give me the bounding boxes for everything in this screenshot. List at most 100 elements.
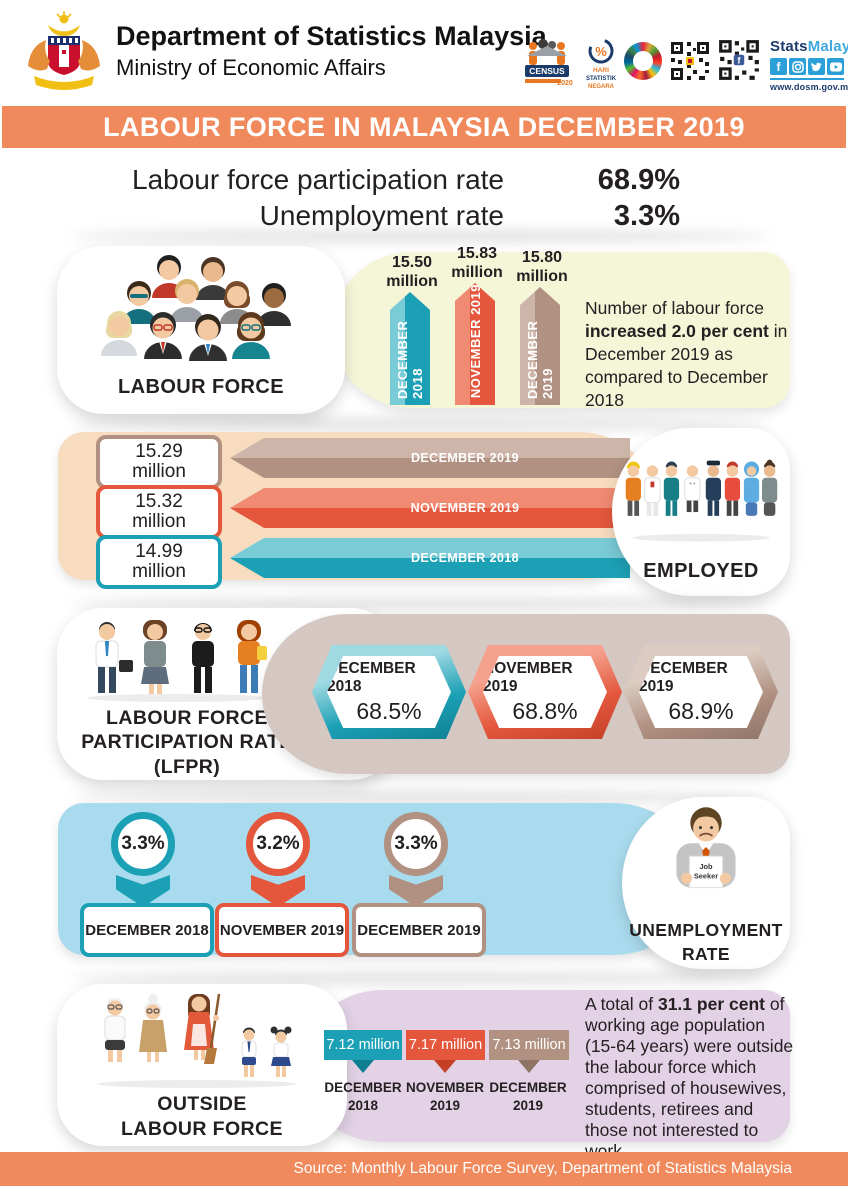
tag-period-line1: NOVEMBER <box>405 1080 484 1095</box>
labour-force-people-illustration <box>101 255 291 361</box>
employed-label: EMPLOYED <box>643 560 759 582</box>
outside-card: OUTSIDE LABOUR FORCE <box>57 984 347 1146</box>
pin-value-december-2018: 3.3% <box>111 812 175 876</box>
brand-name: StatsMalaysia <box>770 38 848 55</box>
shadow-strip <box>70 972 770 984</box>
tag-period-line2: 2019 <box>429 1097 461 1113</box>
bar-value-label: 15.83 million <box>435 245 519 283</box>
employed-value-november-2019: 15.32 million <box>96 485 222 539</box>
pin-value: 3.3% <box>121 833 165 854</box>
pin-value-november-2019: 3.2% <box>246 812 310 876</box>
pin-period: NOVEMBER 2019 <box>219 921 345 939</box>
shadow-strip <box>70 791 770 803</box>
census-label: CENSUS <box>529 66 565 76</box>
tag-value: 7.12 million <box>326 1037 400 1053</box>
title-banner: LABOUR FORCE IN MALAYSIA DECEMBER 2019 <box>2 106 846 148</box>
arrow-november-2019: NOVEMBER 2019 <box>230 488 630 528</box>
labour-force-label: LABOUR FORCE <box>118 376 284 398</box>
section-outside-labour-force: OUTSIDE LABOUR FORCE 7.12 million 7.17 m… <box>0 978 848 1161</box>
census-year: 2020 <box>557 80 573 87</box>
org-title: Department of Statistics Malaysia <box>116 21 547 51</box>
arrow-period: DECEMBER 2019 <box>410 451 519 465</box>
hexagon-december-2018: DECEMBER 2018 68.5% <box>312 645 466 739</box>
statistik-line3: NEGARA <box>588 84 615 90</box>
bar-value: 15.50 <box>391 254 433 271</box>
hexagon-content: NOVEMBER 2019 68.8% <box>483 656 607 728</box>
hexagon-period: DECEMBER 2019 <box>639 659 728 695</box>
section-unemployment: 3.3% DECEMBER 2018 3.2% NOVEMBER 2019 3.… <box>0 795 848 975</box>
org-subtitle: Ministry of Economic Affairs <box>116 54 386 80</box>
twitter-icon[interactable] <box>808 58 825 75</box>
bar-december-2019: DECEMBER 2019 <box>520 287 560 405</box>
note-highlight: increased 2.0 per cent <box>585 321 769 342</box>
unemployment-label: UNEMPLOYMENT RATE <box>622 919 790 966</box>
value: 15.29 <box>135 441 183 463</box>
lfpr-label-line1: LABOUR FORCE <box>106 707 268 729</box>
outside-label-line2: LABOUR FORCE <box>121 1118 283 1141</box>
website-link[interactable]: www.dosm.gov.my <box>770 78 848 92</box>
job-seeker-sign-line2: Seeker <box>694 871 718 880</box>
hexagon-period: DECEMBER 2018 <box>327 659 416 695</box>
tag-period-december-2019: DECEMBER 2019 <box>478 1079 578 1114</box>
unit: million <box>132 561 186 582</box>
instagram-icon[interactable] <box>789 58 806 75</box>
job-seeker-illustration: Job Seeker <box>676 807 736 889</box>
statistik-line2: STATISTIK <box>586 76 617 82</box>
employed-value-december-2018: 14.99 million <box>96 535 222 589</box>
stat-row-lfpr: Labour force participation rate 68.9% <box>90 164 680 200</box>
arrow-december-2019: DECEMBER 2019 <box>230 438 630 478</box>
tag-period-line1: DECEMBER <box>489 1080 567 1095</box>
stat-label: Unemployment rate <box>259 200 504 231</box>
section-employed: DECEMBER 2019 NOVEMBER 2019 DECEMBER 201… <box>0 425 848 600</box>
svg-text:%: % <box>595 44 607 59</box>
hexagon-november-2019: NOVEMBER 2019 68.8% <box>468 645 622 739</box>
hexagon-december-2019: DECEMBER 2019 68.9% <box>624 645 778 739</box>
tag-period-december-2018: DECEMBER 2018 <box>313 1079 413 1114</box>
outside-people-illustration <box>97 993 297 1088</box>
arrow-period: DECEMBER 2018 <box>410 551 519 565</box>
malaysia-coat-of-arms-logo <box>20 10 108 98</box>
bar-unit: million <box>516 267 568 285</box>
pin-value: 3.3% <box>394 833 438 854</box>
tag-period-line2: 2018 <box>347 1097 379 1113</box>
outside-panel <box>302 990 790 1142</box>
employed-card: EMPLOYED <box>612 428 790 596</box>
employed-value-december-2019: 15.29 million <box>96 435 222 489</box>
outside-note: A total of 31.1 per cent of working age … <box>585 994 799 1162</box>
hexagon-period: NOVEMBER 2019 <box>483 659 573 695</box>
lfpr-label: LABOUR FORCE PARTICIPATION RATE (LFPR) <box>67 706 307 779</box>
statistik-line1: HARI <box>593 67 609 74</box>
job-seeker-sign-line1: Job <box>699 862 713 871</box>
tag-value: 7.13 million <box>492 1037 566 1053</box>
lfpr-label-line3: (LFPR) <box>153 755 221 778</box>
key-stats: Labour force participation rate 68.9% Un… <box>90 164 680 236</box>
section-lfpr: LABOUR FORCE PARTICIPATION RATE (LFPR) D… <box>0 602 848 788</box>
value: 15.32 <box>135 491 183 513</box>
section-labour-force: LABOUR FORCE 15.50 million 15.83 million… <box>0 242 848 420</box>
labour-force-card: LABOUR FORCE <box>57 246 345 414</box>
hexagon-content: DECEMBER 2019 68.9% <box>639 656 763 728</box>
tag-value: 7.17 million <box>408 1037 483 1053</box>
youtube-icon[interactable] <box>827 58 844 75</box>
unemployment-label-line1: UNEMPLOYMENT <box>629 920 783 940</box>
brand-bold: Stats <box>770 38 808 55</box>
sdg-wheel-logo <box>624 42 662 80</box>
tag-period-line2: 2019 <box>512 1097 544 1113</box>
hexagon-value: 68.8% <box>512 697 578 724</box>
note-text: in December 2019 as compared to December… <box>585 321 788 411</box>
arrow-december-2018: DECEMBER 2018 <box>230 538 630 578</box>
qr-code-facebook[interactable]: f <box>717 38 761 87</box>
pin-value-december-2019: 3.3% <box>384 812 448 876</box>
pin-period-december-2019: DECEMBER 2019 <box>352 903 486 957</box>
facebook-icon[interactable]: f <box>770 58 787 75</box>
org-header: Department of Statistics Malaysia Minist… <box>116 21 547 81</box>
unemployment-label-line2: RATE <box>682 943 730 964</box>
unit: million <box>132 511 186 532</box>
value: 14.99 <box>135 541 183 563</box>
qr-code-dosm[interactable] <box>669 40 711 87</box>
census-2020-logo: CENSUS 2020 <box>519 38 575 90</box>
labour-force-note: Number of labour force increased 2.0 per… <box>585 297 799 412</box>
social-icons: f <box>770 58 844 75</box>
bar-unit: million <box>386 272 438 290</box>
pin-period-december-2018: DECEMBER 2018 <box>80 903 214 957</box>
